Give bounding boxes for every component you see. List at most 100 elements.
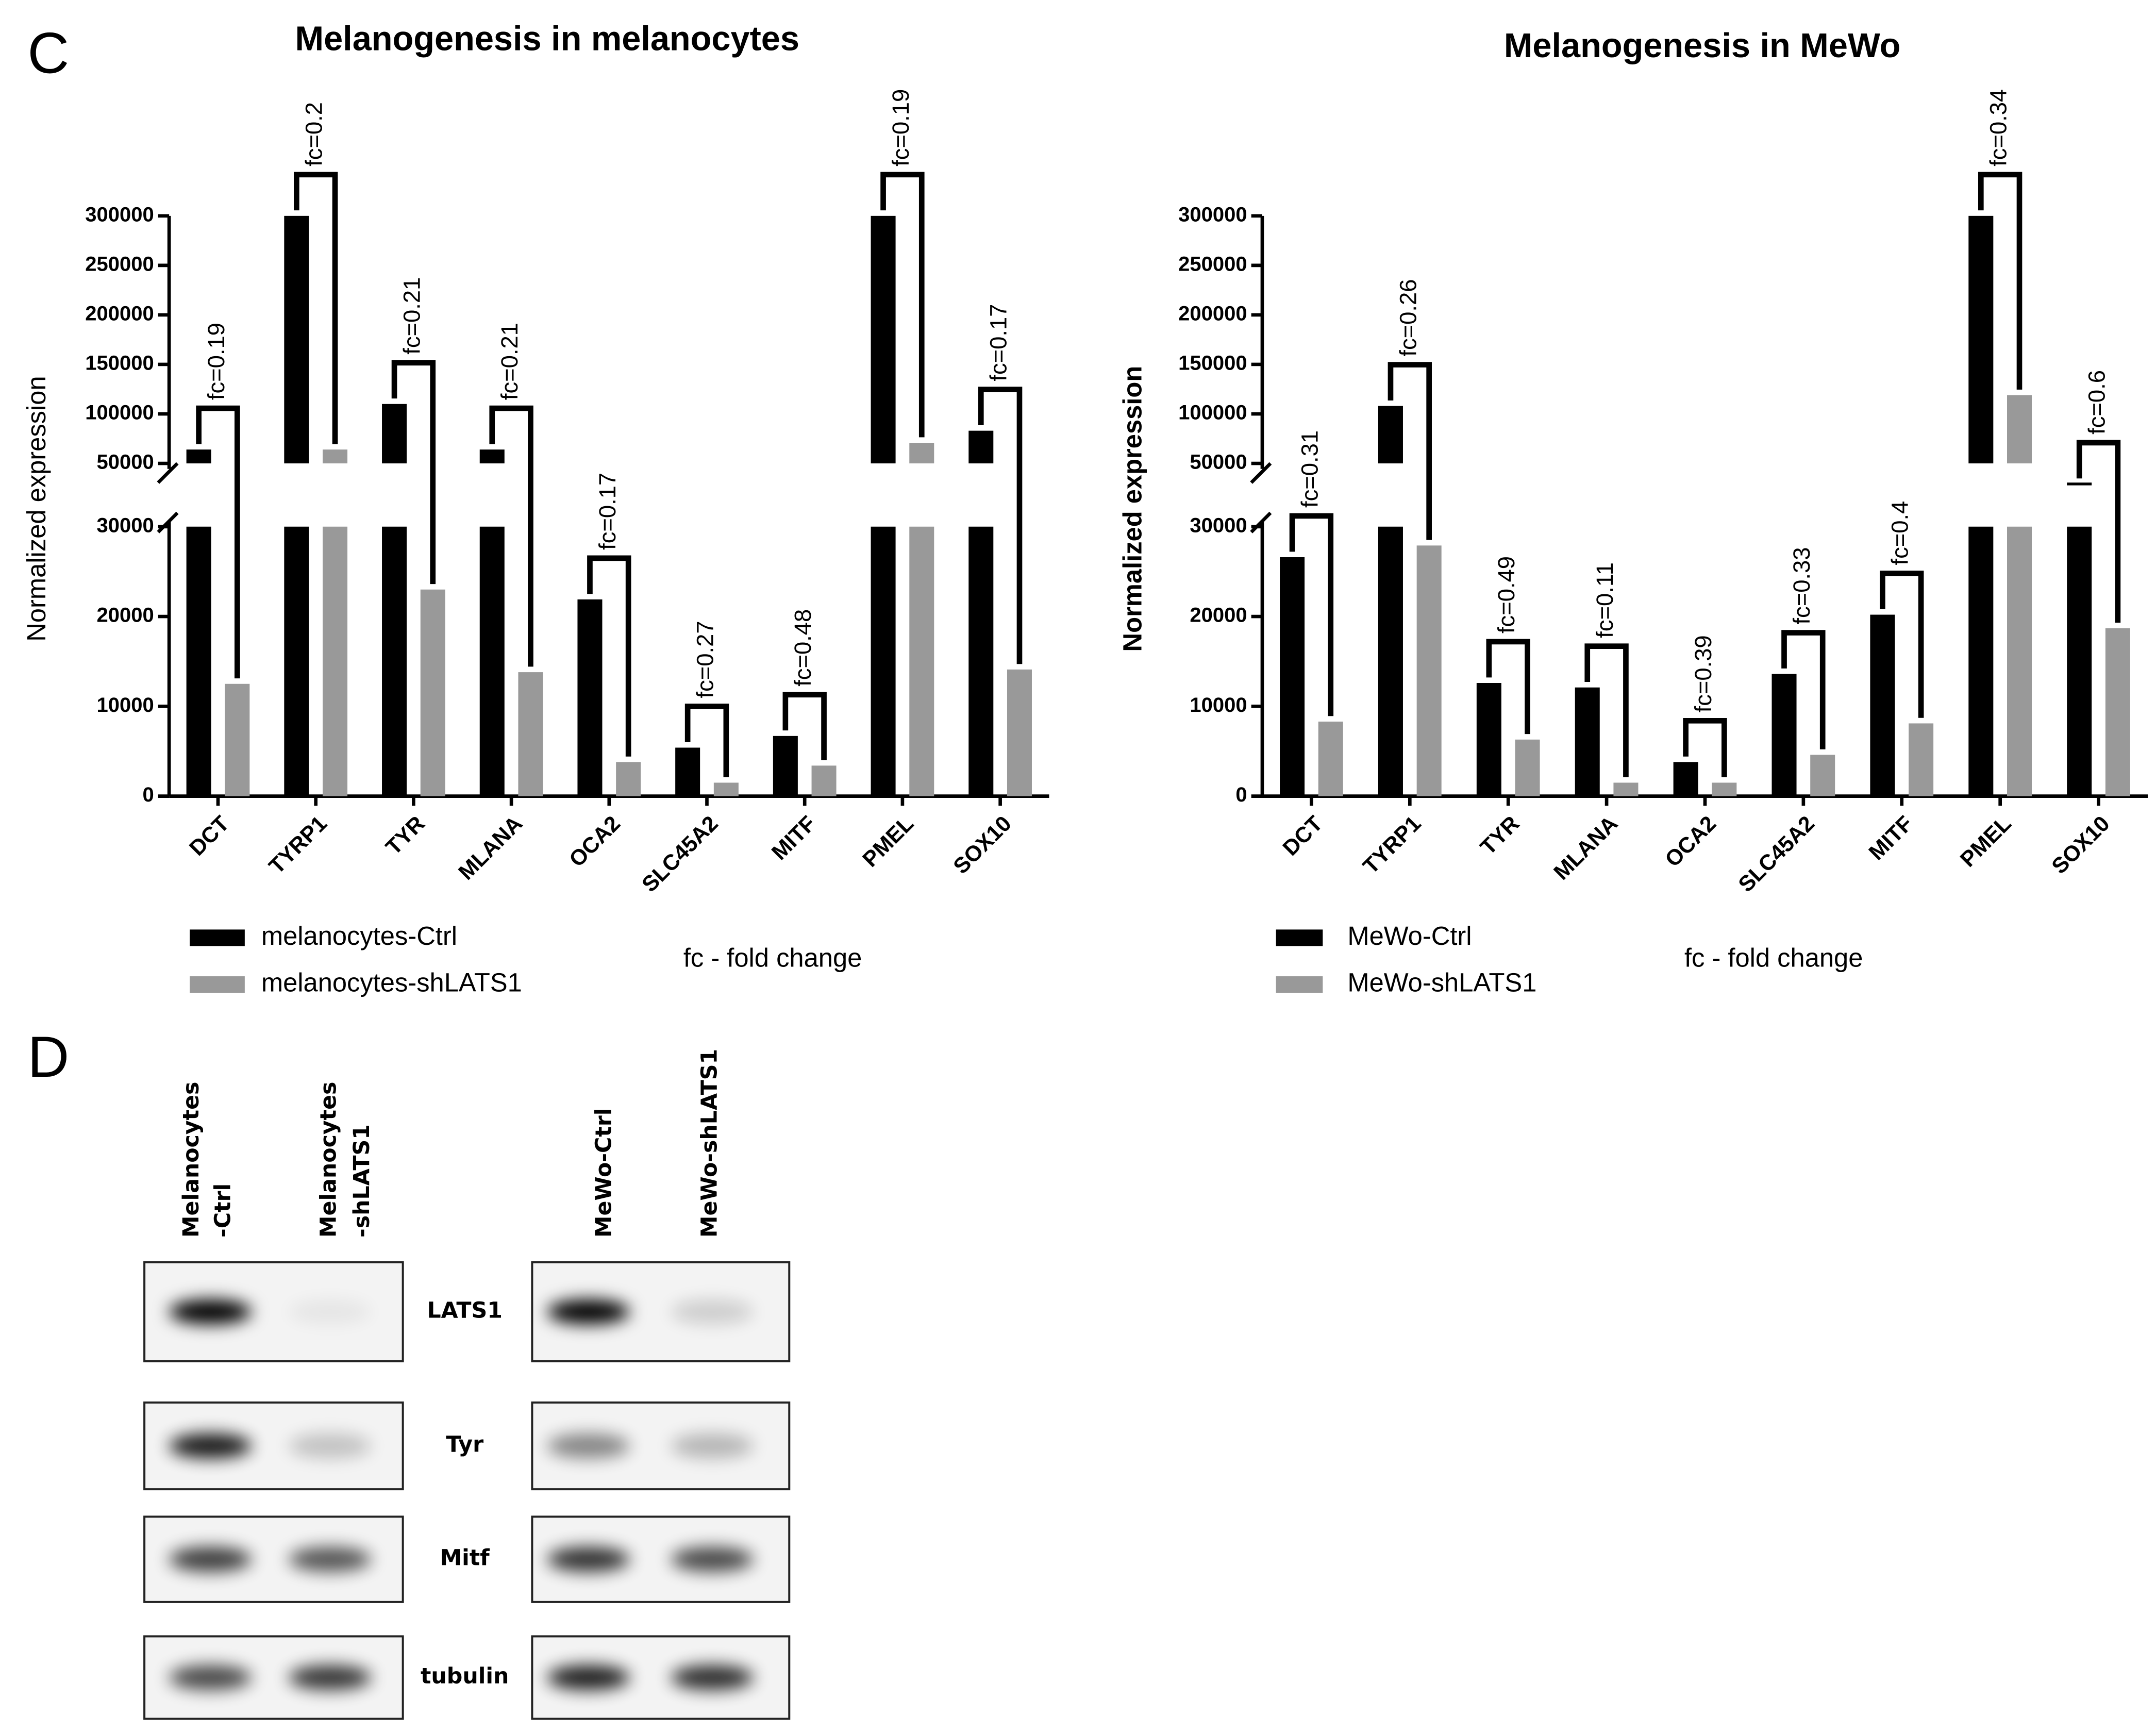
bar <box>2067 526 2092 796</box>
bar <box>1673 762 1698 796</box>
chart-title: Melanogenesis in MeWo <box>1504 27 1901 65</box>
fc-label: fc=0.48 <box>790 609 816 687</box>
y-tick-label: 50000 <box>97 451 154 474</box>
blot-band <box>169 1433 252 1459</box>
legend-label: MeWo-shLATS1 <box>1347 967 1536 997</box>
blot-band <box>289 1665 372 1690</box>
blot-band <box>289 1547 372 1572</box>
blot-band <box>671 1665 754 1690</box>
fc-label: fc=0.21 <box>496 323 523 400</box>
fc-label: fc=0.34 <box>1985 89 2012 166</box>
bar <box>968 526 994 796</box>
bar <box>284 526 309 796</box>
y-tick-label: 100000 <box>85 402 154 424</box>
legend-label: melanocytes-Ctrl <box>261 921 457 950</box>
legend-label: melanocytes-shLATS1 <box>261 967 522 997</box>
panel-label: C <box>27 21 69 86</box>
fc-bracket <box>1880 571 1924 718</box>
bar <box>1575 687 1600 796</box>
bar <box>713 782 739 796</box>
fc-label: fc=0.19 <box>888 89 914 166</box>
fc-label: fc=0.6 <box>2084 370 2110 435</box>
blot-row-label: LATS1 <box>427 1298 502 1324</box>
blot-band <box>671 1299 754 1325</box>
blot-band <box>671 1433 754 1459</box>
note: fc - fold change <box>1684 943 1863 972</box>
legend-swatch <box>1276 929 1323 946</box>
fc-bracket <box>489 405 533 667</box>
blot-column-label: Melanocytes <box>178 1082 204 1238</box>
blot-column-label: MeWo-Ctrl <box>591 1108 616 1238</box>
blot-row-label: tubulin <box>421 1663 509 1689</box>
bar <box>2007 395 2032 464</box>
panel-label: D <box>27 1025 69 1089</box>
y-tick-label: 10000 <box>1190 694 1247 716</box>
bar <box>225 683 250 796</box>
bar <box>1476 683 1501 796</box>
bar <box>968 430 994 464</box>
fc-label: fc=0.17 <box>594 473 621 550</box>
x-tick-label: DCT <box>185 811 234 861</box>
blot-band <box>289 1299 372 1325</box>
y-tick-label: 200000 <box>1178 302 1247 325</box>
bar <box>909 526 934 796</box>
fc-bracket <box>587 555 631 757</box>
bar <box>811 765 837 796</box>
bar <box>1318 721 1343 796</box>
fc-bracket <box>1486 639 1530 735</box>
bar <box>1280 557 1305 796</box>
bar <box>1968 215 1994 464</box>
axis-break <box>157 462 179 484</box>
y-tick-label: 300000 <box>1178 203 1247 226</box>
fc-bracket <box>391 360 436 585</box>
fc-bracket <box>196 405 240 679</box>
fc-bracket <box>782 692 827 760</box>
fc-label: fc=0.19 <box>203 323 229 400</box>
y-tick-label: 20000 <box>1190 604 1247 627</box>
fc-label: fc=0.4 <box>1887 501 1913 565</box>
blot-band <box>169 1665 252 1690</box>
y-tick-label: 0 <box>143 783 154 806</box>
fc-label: fc=0.39 <box>1690 635 1716 712</box>
blot-band <box>671 1547 754 1572</box>
blot-band <box>547 1433 630 1459</box>
bar <box>773 736 798 796</box>
bar <box>1613 782 1639 796</box>
fc-label: fc=0.33 <box>1789 547 1815 625</box>
bar <box>577 599 603 796</box>
fc-label: fc=0.2 <box>301 102 327 166</box>
y-tick-label: 300000 <box>85 203 154 226</box>
bar <box>616 762 641 796</box>
blot-column-label: -Ctrl <box>210 1183 236 1238</box>
bar <box>323 449 348 464</box>
x-tick-label: PMEL <box>1956 811 2016 872</box>
y-tick-label: 200000 <box>85 302 154 325</box>
blot-band <box>169 1299 252 1325</box>
bar <box>1378 526 1403 796</box>
y-tick-label: 150000 <box>1178 352 1247 375</box>
bar <box>909 443 934 464</box>
bar <box>284 215 309 464</box>
blot-column-label: MeWo-shLATS1 <box>697 1049 723 1238</box>
y-tick-label: 100000 <box>1178 402 1247 424</box>
y-tick-label: 250000 <box>85 253 154 275</box>
x-tick-label: TYR <box>1476 811 1524 860</box>
blot-band <box>547 1665 630 1690</box>
fc-label: fc=0.17 <box>985 304 1012 381</box>
blot-band <box>547 1299 630 1325</box>
bar <box>382 526 407 796</box>
y-tick-label: 0 <box>1235 783 1247 806</box>
axis-break <box>1250 462 1272 484</box>
x-tick-label: MLANA <box>454 811 527 885</box>
bar <box>1968 526 1994 796</box>
bar <box>1515 739 1540 796</box>
note: fc - fold change <box>683 943 862 972</box>
axis-break <box>157 511 179 533</box>
y-tick-label: 30000 <box>1190 514 1247 537</box>
fc-bracket <box>1683 718 1727 777</box>
bar <box>420 589 445 796</box>
bar <box>1007 669 1032 796</box>
x-tick-label: MITF <box>1864 811 1917 865</box>
x-tick-label: DCT <box>1278 811 1328 861</box>
